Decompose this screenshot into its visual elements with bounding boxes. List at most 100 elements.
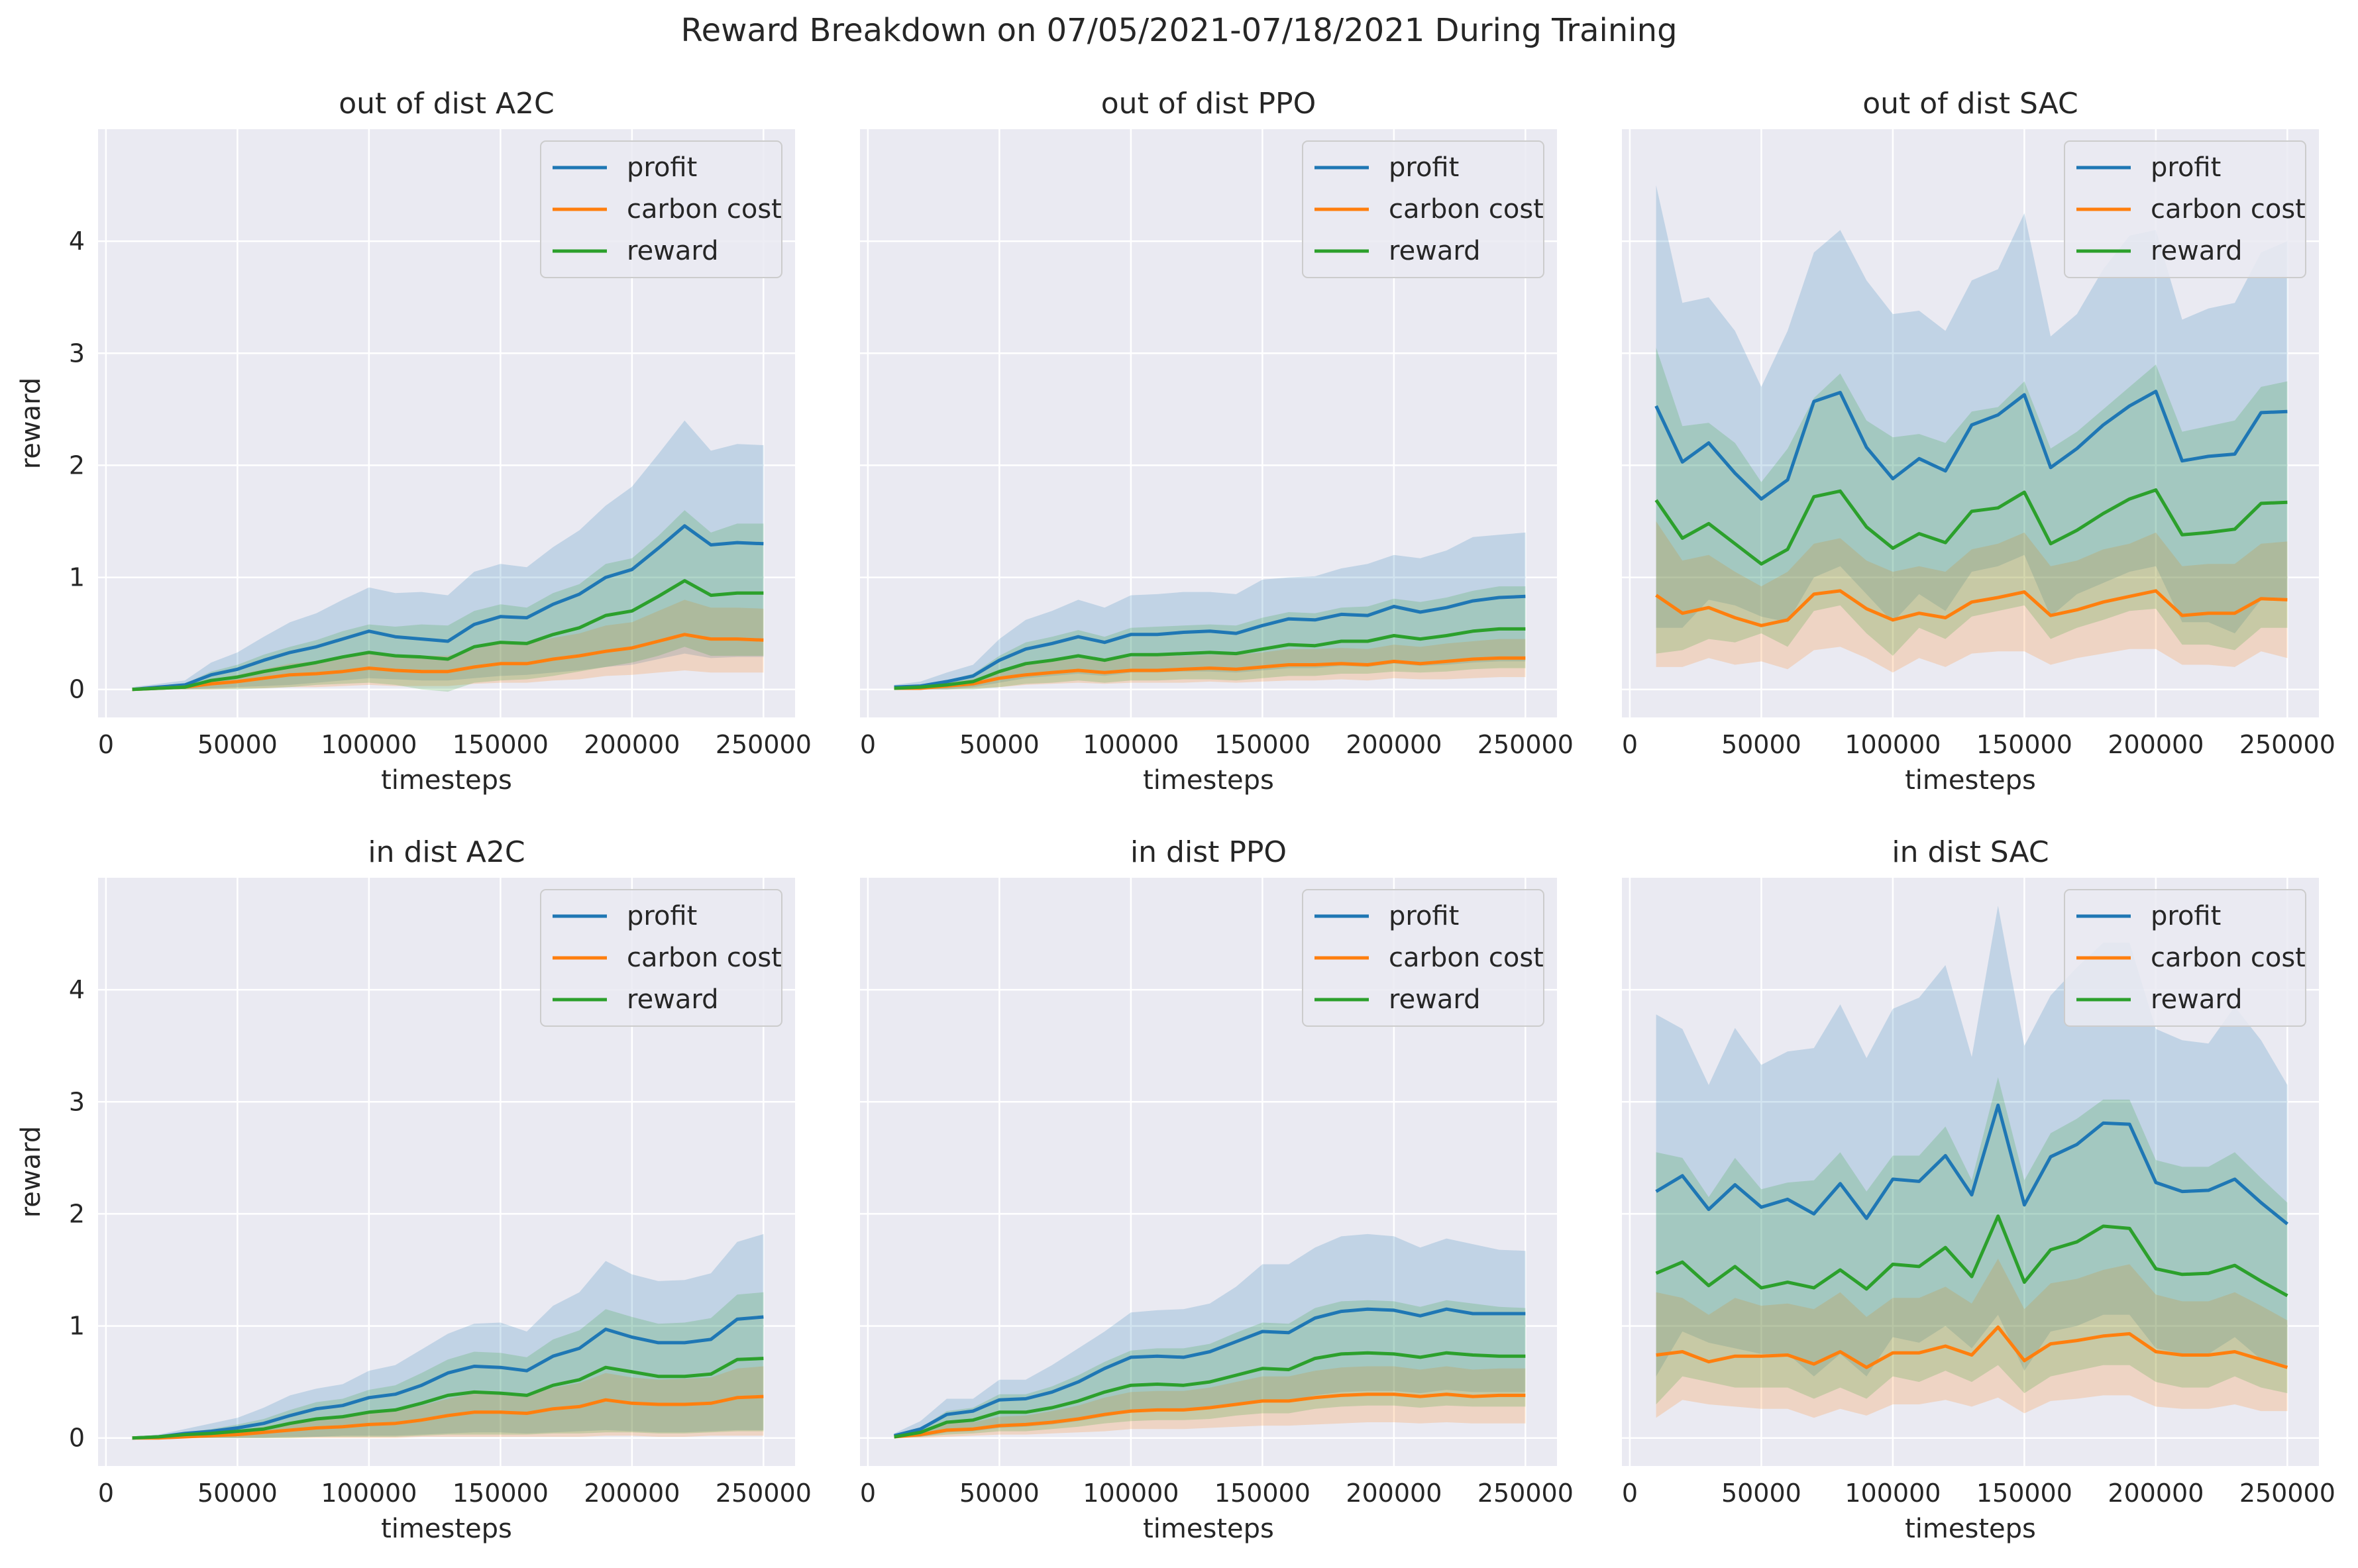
subplot-4: in dist A2C 0 50000 100000 150000 200000 25000…	[16, 835, 812, 1544]
legend-label: carbon cost	[1389, 943, 1544, 973]
y-tick-label: 3	[69, 1087, 85, 1116]
x-tick-label: 50000	[1721, 1479, 1801, 1508]
x-tick-label: 0	[1622, 1479, 1638, 1508]
legend-label: profit	[627, 901, 697, 931]
subplot-title: out of dist A2C	[339, 87, 555, 121]
x-tick-label: 250000	[2239, 1479, 2335, 1508]
legend-label: carbon cost	[627, 194, 782, 225]
band-carbon-cost	[132, 1366, 764, 1438]
x-tick-label: 200000	[584, 730, 680, 759]
band-carbon-cost	[894, 639, 1526, 690]
y-axis-label: reward	[16, 1126, 46, 1218]
series-line-reward	[132, 579, 764, 692]
legend-label: profit	[2151, 901, 2221, 931]
band-profit	[132, 1233, 764, 1438]
series-line-carbon-cost	[132, 633, 764, 692]
x-tick-label: 200000	[1346, 1479, 1442, 1508]
x-axis-label: timesteps	[1905, 765, 2036, 796]
x-tick-label: 150000	[453, 730, 549, 759]
y-tick-label: 4	[69, 227, 85, 256]
x-tick-label: 100000	[321, 1479, 417, 1508]
y-tick-label: 2	[69, 1199, 85, 1228]
x-tick-label: 50000	[959, 1479, 1040, 1508]
x-tick-label: 100000	[1845, 730, 1941, 759]
subplot-2: out of dist PPO 0 50000 100000 150000 200000 2…	[860, 87, 1574, 796]
legend-label: profit	[2151, 152, 2221, 183]
subplot-title: out of dist PPO	[1101, 87, 1316, 121]
legend-label: profit	[1389, 152, 1459, 183]
legend: profit carbon cost reward	[1302, 140, 1544, 278]
x-tick-label: 250000	[716, 1479, 812, 1508]
series-line-profit	[132, 524, 764, 692]
legend-label: reward	[627, 236, 719, 266]
band-carbon-cost	[1656, 521, 2288, 673]
x-tick-label: 0	[860, 1479, 876, 1508]
legend-label: reward	[2151, 236, 2243, 266]
band-profit	[1656, 185, 2288, 634]
x-tick-label: 150000	[1214, 1479, 1311, 1508]
x-axis-label: timesteps	[381, 1514, 512, 1544]
y-tick-label: 0	[69, 1424, 85, 1453]
x-tick-label: 250000	[1477, 1479, 1574, 1508]
band-profit	[894, 1233, 1526, 1438]
x-axis-label: timesteps	[1143, 1514, 1274, 1544]
legend-label: carbon cost	[1389, 194, 1544, 225]
subplot-1: out of dist A2C 0 50000 100000 150000 200000 2…	[16, 87, 812, 796]
band-reward	[1656, 347, 2288, 656]
x-tick-label: 50000	[197, 1479, 278, 1508]
figure-title: Reward Breakdown on 07/05/2021-07/18/202…	[680, 12, 1677, 49]
subplot-title: in dist A2C	[368, 835, 525, 869]
legend-label: reward	[1389, 236, 1481, 266]
series-line-reward	[894, 627, 1526, 690]
legend: profit carbon cost reward	[540, 140, 782, 278]
legend-frame	[1302, 889, 1544, 1027]
subplot-6: in dist SAC 0 50000 100000 150000 200000 25000…	[1622, 835, 2335, 1544]
x-tick-label: 100000	[1845, 1479, 1941, 1508]
x-tick-label: 50000	[959, 730, 1040, 759]
x-axis-label: timesteps	[381, 765, 512, 796]
x-tick-label: 200000	[2108, 730, 2204, 759]
x-tick-label: 100000	[1083, 1479, 1179, 1508]
series-line-carbon-cost	[894, 656, 1526, 690]
x-tick-label: 250000	[716, 730, 812, 759]
y-tick-label: 1	[69, 563, 85, 592]
legend-frame	[1302, 140, 1544, 278]
series-line-carbon-cost	[1655, 589, 2288, 627]
x-tick-label: 100000	[321, 730, 417, 759]
band-profit	[894, 532, 1526, 690]
series-line-profit	[894, 594, 1526, 689]
legend-frame	[2064, 889, 2306, 1027]
x-tick-label: 50000	[1721, 730, 1801, 759]
x-tick-label: 100000	[1083, 730, 1179, 759]
legend-label: reward	[1389, 984, 1481, 1015]
band-reward	[132, 510, 764, 692]
x-tick-label: 200000	[584, 1479, 680, 1508]
x-tick-label: 250000	[2239, 730, 2335, 759]
series-line-reward	[894, 1351, 1526, 1439]
series-line-profit	[132, 1315, 764, 1440]
x-tick-label: 150000	[453, 1479, 549, 1508]
legend-frame	[2064, 140, 2306, 278]
series-line-carbon-cost	[1656, 1325, 2288, 1369]
legend: profit carbon cost reward	[1302, 889, 1544, 1027]
y-tick-label: 4	[69, 975, 85, 1004]
series-line-profit	[1654, 390, 2288, 501]
legend: profit carbon cost reward	[540, 889, 782, 1027]
band-carbon-cost	[894, 1366, 1526, 1438]
band-profit	[132, 420, 764, 690]
subplot-3: out of dist SAC 0 50000 100000 150000 200000 2…	[1622, 87, 2335, 796]
series-line-carbon-cost	[894, 1392, 1526, 1439]
band-carbon-cost	[1656, 1259, 2288, 1418]
subplot-title: out of dist SAC	[1862, 87, 2078, 121]
x-tick-label: 150000	[1976, 1479, 2072, 1508]
legend-label: carbon cost	[627, 943, 782, 973]
x-axis-label: timesteps	[1905, 1514, 2036, 1544]
x-tick-label: 150000	[1214, 730, 1311, 759]
series-line-reward	[1655, 1214, 2288, 1298]
legend-label: carbon cost	[2151, 943, 2306, 973]
y-axis-label: reward	[16, 378, 46, 470]
x-tick-label: 200000	[2108, 1479, 2204, 1508]
x-tick-label: 250000	[1477, 730, 1574, 759]
legend-frame	[540, 889, 782, 1027]
